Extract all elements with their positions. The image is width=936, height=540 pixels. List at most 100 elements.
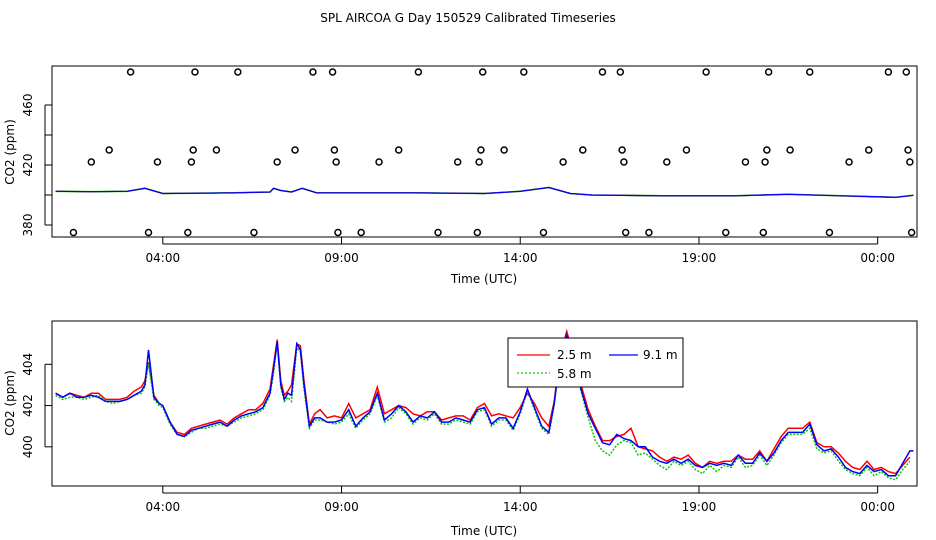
bottom-y-axis-label: CO2 (ppm) (3, 370, 17, 436)
calibration-point (598, 68, 607, 76)
calibration-point (273, 158, 281, 166)
figure-title: SPL AIRCOA G Day 150529 Calibrated Times… (320, 11, 615, 25)
top-calibration-points (69, 68, 916, 237)
calibration-point (105, 146, 113, 154)
calibration-point (434, 228, 442, 237)
top-y-tick-label: 460 (21, 94, 35, 117)
calibration-point (189, 146, 197, 154)
calibration-point (741, 158, 750, 166)
calibration-point (357, 228, 365, 237)
bottom-x-tick-label: 04:00 (146, 500, 181, 514)
calibration-point (884, 68, 893, 76)
calibration-point (906, 158, 914, 166)
calibration-point (645, 228, 653, 237)
calibration-point (500, 146, 508, 154)
calibration-point (620, 158, 628, 166)
top-x-axis-label: Time (UTC) (450, 272, 517, 286)
top-series-2-5m (55, 186, 914, 198)
calibration-point (761, 158, 769, 166)
bottom-x-tick-label: 00:00 (860, 500, 895, 514)
calibration-point (144, 228, 153, 237)
top-y-tick-label: 380 (21, 214, 35, 237)
calibration-point (845, 158, 853, 166)
calibration-point (334, 228, 342, 237)
calibration-point (682, 146, 691, 154)
legend-label-2-5m: 2.5 m (557, 348, 592, 362)
calibration-point (87, 158, 96, 166)
calibration-point (477, 146, 485, 154)
bottom-y-tick-label: 400 (21, 435, 35, 458)
calibration-point (187, 158, 196, 166)
calibration-point (191, 68, 199, 76)
calibration-point (234, 68, 242, 76)
top-x-tick-label: 04:00 (146, 251, 181, 265)
calibration-point (330, 146, 339, 154)
calibration-point (453, 158, 462, 166)
top-y-axis-label: CO2 (ppm) (3, 119, 17, 185)
calibration-point (520, 68, 528, 76)
bottom-series-5-8m (55, 337, 911, 481)
calibration-point (902, 68, 911, 76)
bottom-y-tick-label: 402 (21, 394, 35, 417)
calibration-point (332, 158, 340, 166)
calibration-point (621, 228, 630, 237)
calibration-point (907, 228, 916, 237)
calibration-point (184, 228, 192, 237)
calibration-point (825, 228, 834, 237)
top-series-5-8m (55, 186, 914, 199)
calibration-point (126, 68, 135, 76)
top-x-axis: 04:00 09:00 14:00 19:00 00:00 (146, 237, 895, 265)
legend-box (507, 337, 684, 388)
calibration-point (478, 68, 487, 76)
bottom-x-tick-label: 09:00 (324, 500, 359, 514)
bottom-plot-frame (51, 320, 918, 487)
calibration-point (759, 228, 768, 237)
top-y-tick-label: 420 (21, 154, 35, 177)
bottom-series-9-1m (55, 332, 914, 477)
calibration-point (291, 146, 299, 154)
calibration-point (722, 228, 730, 237)
top-x-tick-label: 14:00 (503, 251, 538, 265)
top-x-tick-label: 19:00 (682, 251, 717, 265)
calibration-point (559, 158, 567, 166)
top-series-lines (55, 186, 914, 199)
top-series-9-1m (55, 186, 914, 198)
top-plot-frame (51, 65, 918, 238)
calibration-point (786, 146, 794, 154)
bottom-y-tick-label: 404 (21, 353, 35, 376)
calibration-point (864, 146, 873, 154)
calibration-point (579, 146, 587, 154)
top-x-tick-label: 00:00 (860, 251, 895, 265)
bottom-x-tick-label: 19:00 (682, 500, 717, 514)
calibration-point (69, 228, 78, 237)
calibration-point (616, 68, 625, 76)
bottom-series-2-5m (55, 328, 911, 475)
top-panel: 04:00 09:00 14:00 19:00 00:00 380 420 460 Time… (3, 65, 918, 286)
legend-label-5-8m: 5.8 m (557, 367, 592, 381)
bottom-x-axis-label: Time (UTC) (450, 524, 517, 538)
calibration-point (475, 158, 483, 166)
top-y-axis: 380 420 460 (21, 94, 52, 237)
calibration-point (806, 68, 814, 76)
calibration-point (904, 146, 912, 154)
bottom-x-axis: 04:00 09:00 14:00 19:00 00:00 (146, 486, 895, 514)
calibration-point (250, 228, 258, 237)
calibration-point (309, 68, 317, 76)
calibration-point (539, 228, 548, 237)
calibration-point (473, 228, 482, 237)
bottom-x-tick-label: 14:00 (503, 500, 538, 514)
bottom-panel: 04:00 09:00 14:00 19:00 00:00 400 402 404 Time… (3, 320, 918, 538)
calibration-point (763, 146, 771, 154)
top-x-tick-label: 09:00 (324, 251, 359, 265)
calibration-point (764, 68, 773, 76)
calibration-point (328, 68, 337, 76)
bottom-series-lines (55, 328, 914, 481)
calibration-point (212, 146, 221, 154)
calibration-point (414, 68, 423, 76)
calibration-point (618, 146, 626, 154)
calibration-point (375, 158, 383, 166)
calibration-point (153, 158, 162, 166)
calibration-point (702, 68, 710, 76)
calibration-point (394, 146, 403, 154)
